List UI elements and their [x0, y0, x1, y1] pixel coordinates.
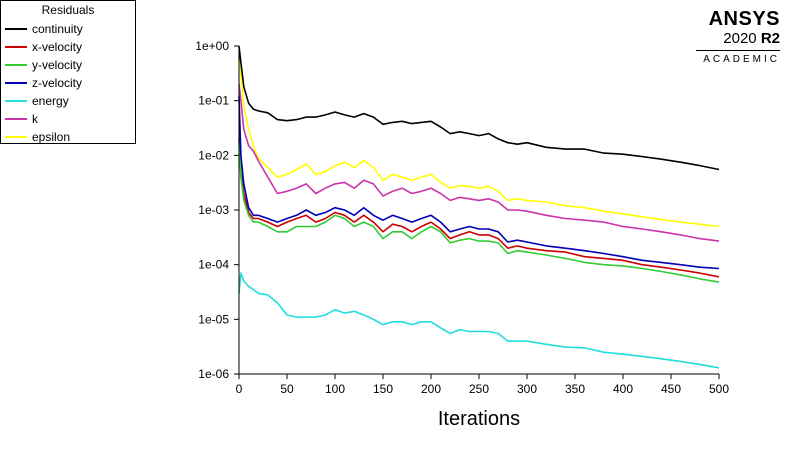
series-line-y-velocity	[238, 138, 720, 283]
legend-swatch	[5, 27, 27, 30]
x-tick-label: 450	[661, 382, 681, 396]
ansys-logo: ANSYS 2020 R2 ACADEMIC	[696, 8, 780, 66]
brand-version-release: R2	[760, 30, 780, 47]
x-tick-label: 350	[565, 382, 585, 396]
x-tick-label: 300	[517, 382, 537, 396]
series-line-k	[238, 84, 720, 242]
legend-swatch	[5, 81, 27, 84]
brand-version: 2020 R2	[696, 30, 780, 47]
legend-item-z-velocity: z-velocity	[5, 74, 82, 91]
legend-item-y-velocity: y-velocity	[5, 56, 82, 73]
legend-item-epsilon: epsilon	[5, 128, 70, 145]
y-tick-label: 1e-05	[198, 312, 229, 326]
legend-label: continuity	[32, 21, 83, 36]
legend-swatch	[5, 45, 27, 48]
axes	[238, 46, 719, 375]
legend-label: energy	[32, 93, 69, 108]
series-line-epsilon	[238, 45, 720, 228]
series-line-continuity	[238, 45, 720, 171]
legend-label: x-velocity	[32, 39, 83, 54]
brand-divider	[696, 50, 780, 51]
legend-title: Residuals	[41, 3, 95, 17]
x-tick-label: 100	[325, 382, 345, 396]
legend-swatch	[5, 117, 27, 120]
series-line-energy	[238, 272, 720, 369]
brand-name: ANSYS	[708, 8, 780, 30]
y-tick-label: 1e-04	[198, 258, 229, 272]
legend: Residuals continuity x-velocity y-velocity…	[0, 0, 136, 144]
legend-swatch	[5, 99, 27, 102]
legend-label: epsilon	[32, 129, 71, 144]
legend-item-energy: energy	[5, 92, 69, 109]
y-tick-label: 1e-03	[198, 203, 229, 217]
legend-label: z-velocity	[32, 75, 83, 90]
x-axis-title: Iterations	[438, 408, 520, 430]
x-tick-label: 250	[469, 382, 489, 396]
y-tick-label: 1e-06	[198, 367, 229, 381]
x-tick-label: 0	[236, 382, 243, 396]
x-tick-label: 50	[280, 382, 294, 396]
legend-swatch	[5, 135, 27, 138]
legend-label: y-velocity	[32, 57, 83, 72]
legend-swatch	[5, 63, 27, 66]
legend-item-k: k	[5, 110, 38, 127]
x-tick-label: 400	[613, 382, 633, 396]
legend-item-continuity: continuity	[5, 20, 83, 37]
y-tick-label: 1e+00	[195, 39, 229, 53]
brand-version-year: 2020	[723, 30, 757, 47]
legend-label: k	[32, 111, 38, 126]
brand-edition: ACADEMIC	[703, 54, 780, 65]
y-tick-label: 1e-02	[198, 148, 229, 162]
x-tick-label: 200	[421, 382, 441, 396]
ticks: 0 50 100 150 200 250 300 350 400 450 500 1e-06 1e-05…	[195, 39, 729, 396]
plot-area	[238, 45, 720, 369]
x-tick-label: 500	[709, 382, 729, 396]
series-line-x-velocity	[238, 138, 720, 278]
x-tick-label: 150	[373, 382, 393, 396]
y-tick-label: 1e-01	[198, 94, 229, 108]
legend-item-x-velocity: x-velocity	[5, 38, 82, 55]
series-line-z-velocity	[238, 96, 720, 270]
